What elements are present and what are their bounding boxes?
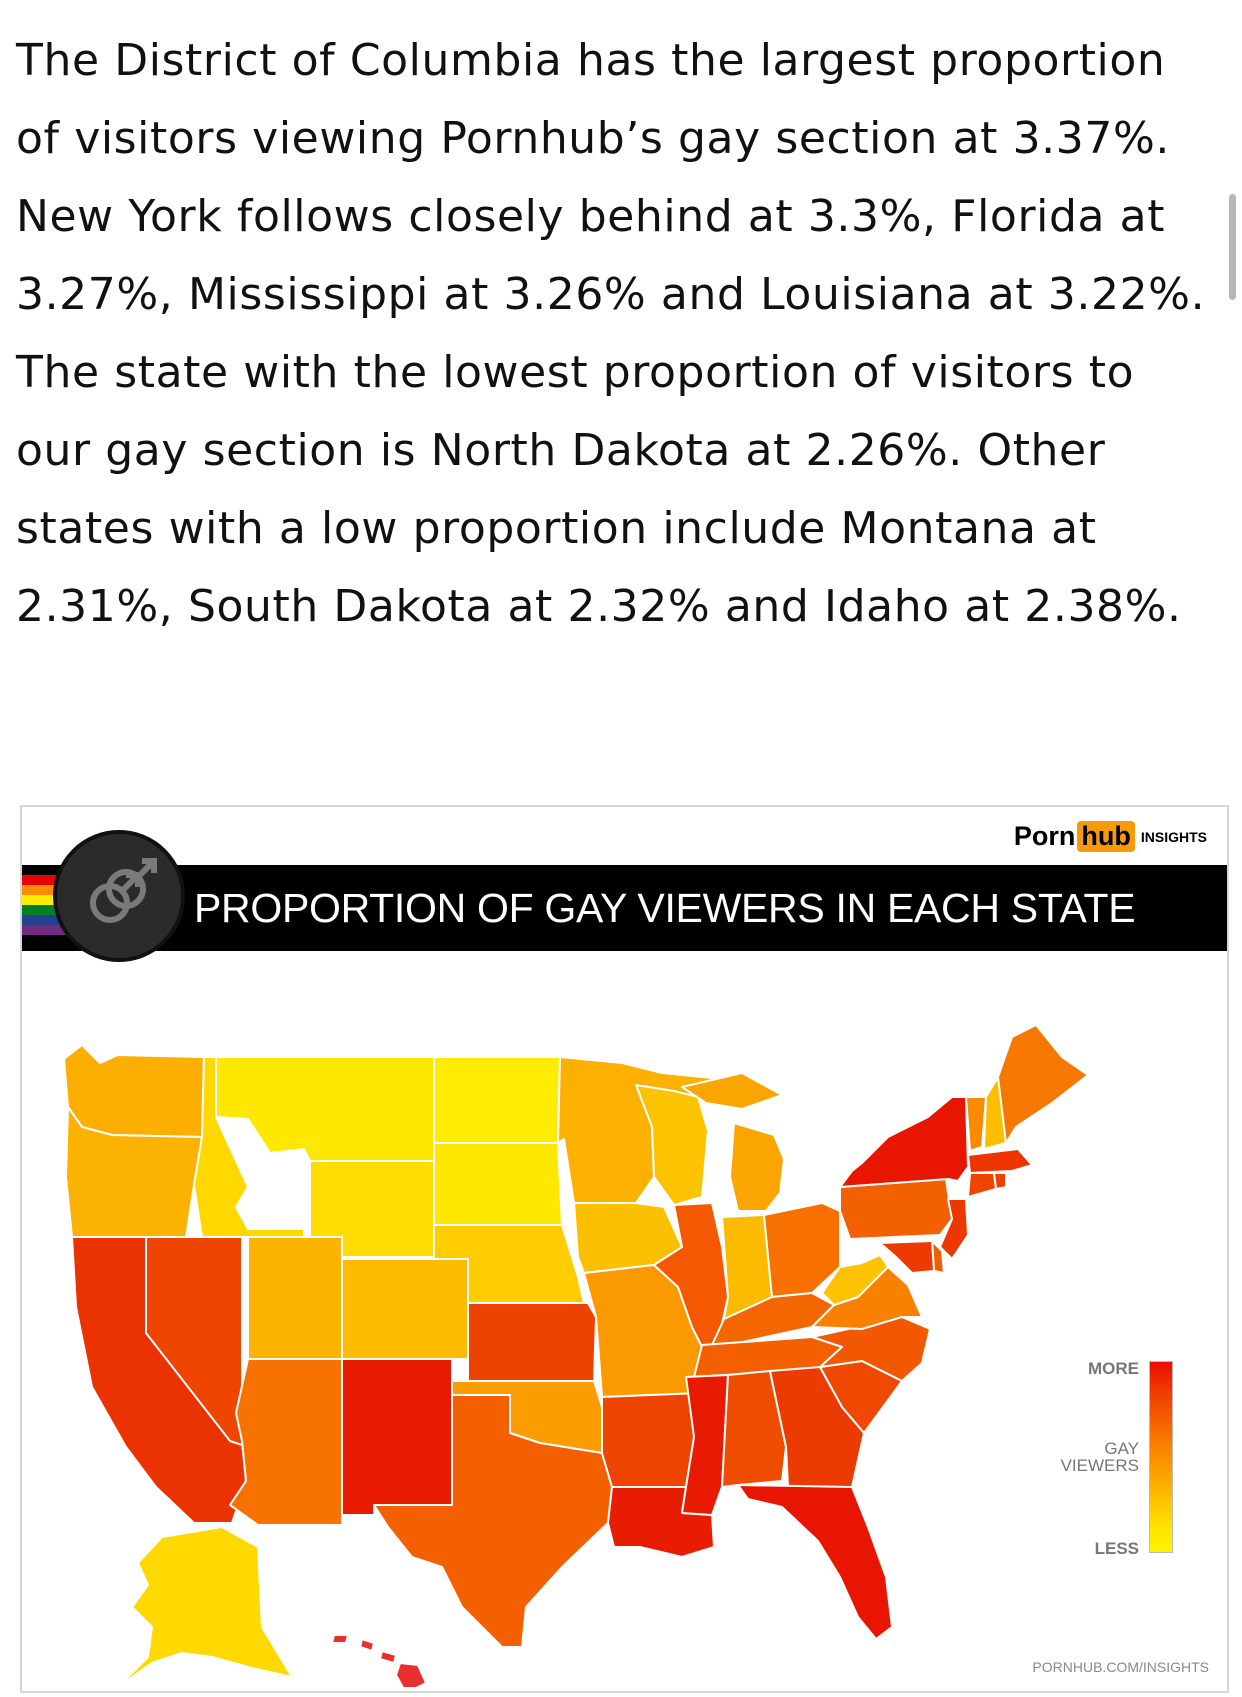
logo-insights: INSIGHTS	[1140, 828, 1207, 845]
article-text: The District of Columbia has the largest…	[16, 22, 1216, 646]
gay-symbol-icon	[53, 830, 185, 962]
state-ri	[993, 1172, 1007, 1190]
us-choropleth-map	[63, 1024, 1089, 1687]
legend-gay-label: GAY	[1104, 1439, 1139, 1458]
color-legend: MORE GAY VIEWERS LESS	[1061, 1359, 1197, 1559]
state-hi	[331, 1634, 427, 1687]
state-mi	[681, 1072, 785, 1212]
legend-color-ramp	[1149, 1361, 1173, 1553]
state-wa	[63, 1044, 205, 1138]
state-nj	[939, 1198, 969, 1260]
state-ct	[967, 1172, 997, 1198]
state-nd	[433, 1056, 561, 1144]
state-vt	[965, 1096, 987, 1152]
state-ks	[467, 1302, 597, 1382]
state-ak	[117, 1526, 293, 1687]
legend-less-label: LESS	[1094, 1539, 1139, 1558]
infographic: Porn hub INSIGHTS PROPORTION OF GAY VIEW…	[20, 805, 1229, 1693]
legend-middle-label: GAY VIEWERS	[1061, 1440, 1139, 1474]
state-me	[997, 1024, 1089, 1144]
state-ar	[601, 1392, 703, 1488]
state-tx	[373, 1394, 613, 1648]
state-sd	[433, 1142, 563, 1226]
state-pa	[839, 1178, 953, 1240]
pornhub-insights-logo: Porn hub INSIGHTS	[1014, 821, 1207, 852]
state-mt	[215, 1056, 435, 1162]
legend-viewers-label: VIEWERS	[1060, 1456, 1139, 1475]
rainbow-stripes	[22, 875, 82, 935]
logo-hub: hub	[1077, 821, 1135, 852]
legend-more-label: MORE	[1088, 1359, 1139, 1378]
state-fl	[737, 1484, 893, 1640]
infographic-title: PROPORTION OF GAY VIEWERS IN EACH STATE	[194, 885, 1136, 931]
state-az	[229, 1358, 343, 1526]
footer-url: PORNHUB.COM/INSIGHTS	[1032, 1659, 1209, 1675]
title-bar: PROPORTION OF GAY VIEWERS IN EACH STATE	[22, 865, 1227, 951]
state-nm	[341, 1358, 453, 1516]
state-md	[879, 1240, 935, 1274]
state-wi	[635, 1084, 709, 1206]
state-ma	[967, 1148, 1033, 1174]
state-nc	[811, 1316, 931, 1382]
article-paragraph: The District of Columbia has the largest…	[16, 35, 1206, 632]
state-co	[341, 1258, 469, 1360]
logo-porn: Porn	[1013, 821, 1076, 851]
state-wv	[821, 1254, 889, 1306]
scrollbar[interactable]	[1229, 194, 1236, 300]
state-ny	[839, 1096, 969, 1188]
